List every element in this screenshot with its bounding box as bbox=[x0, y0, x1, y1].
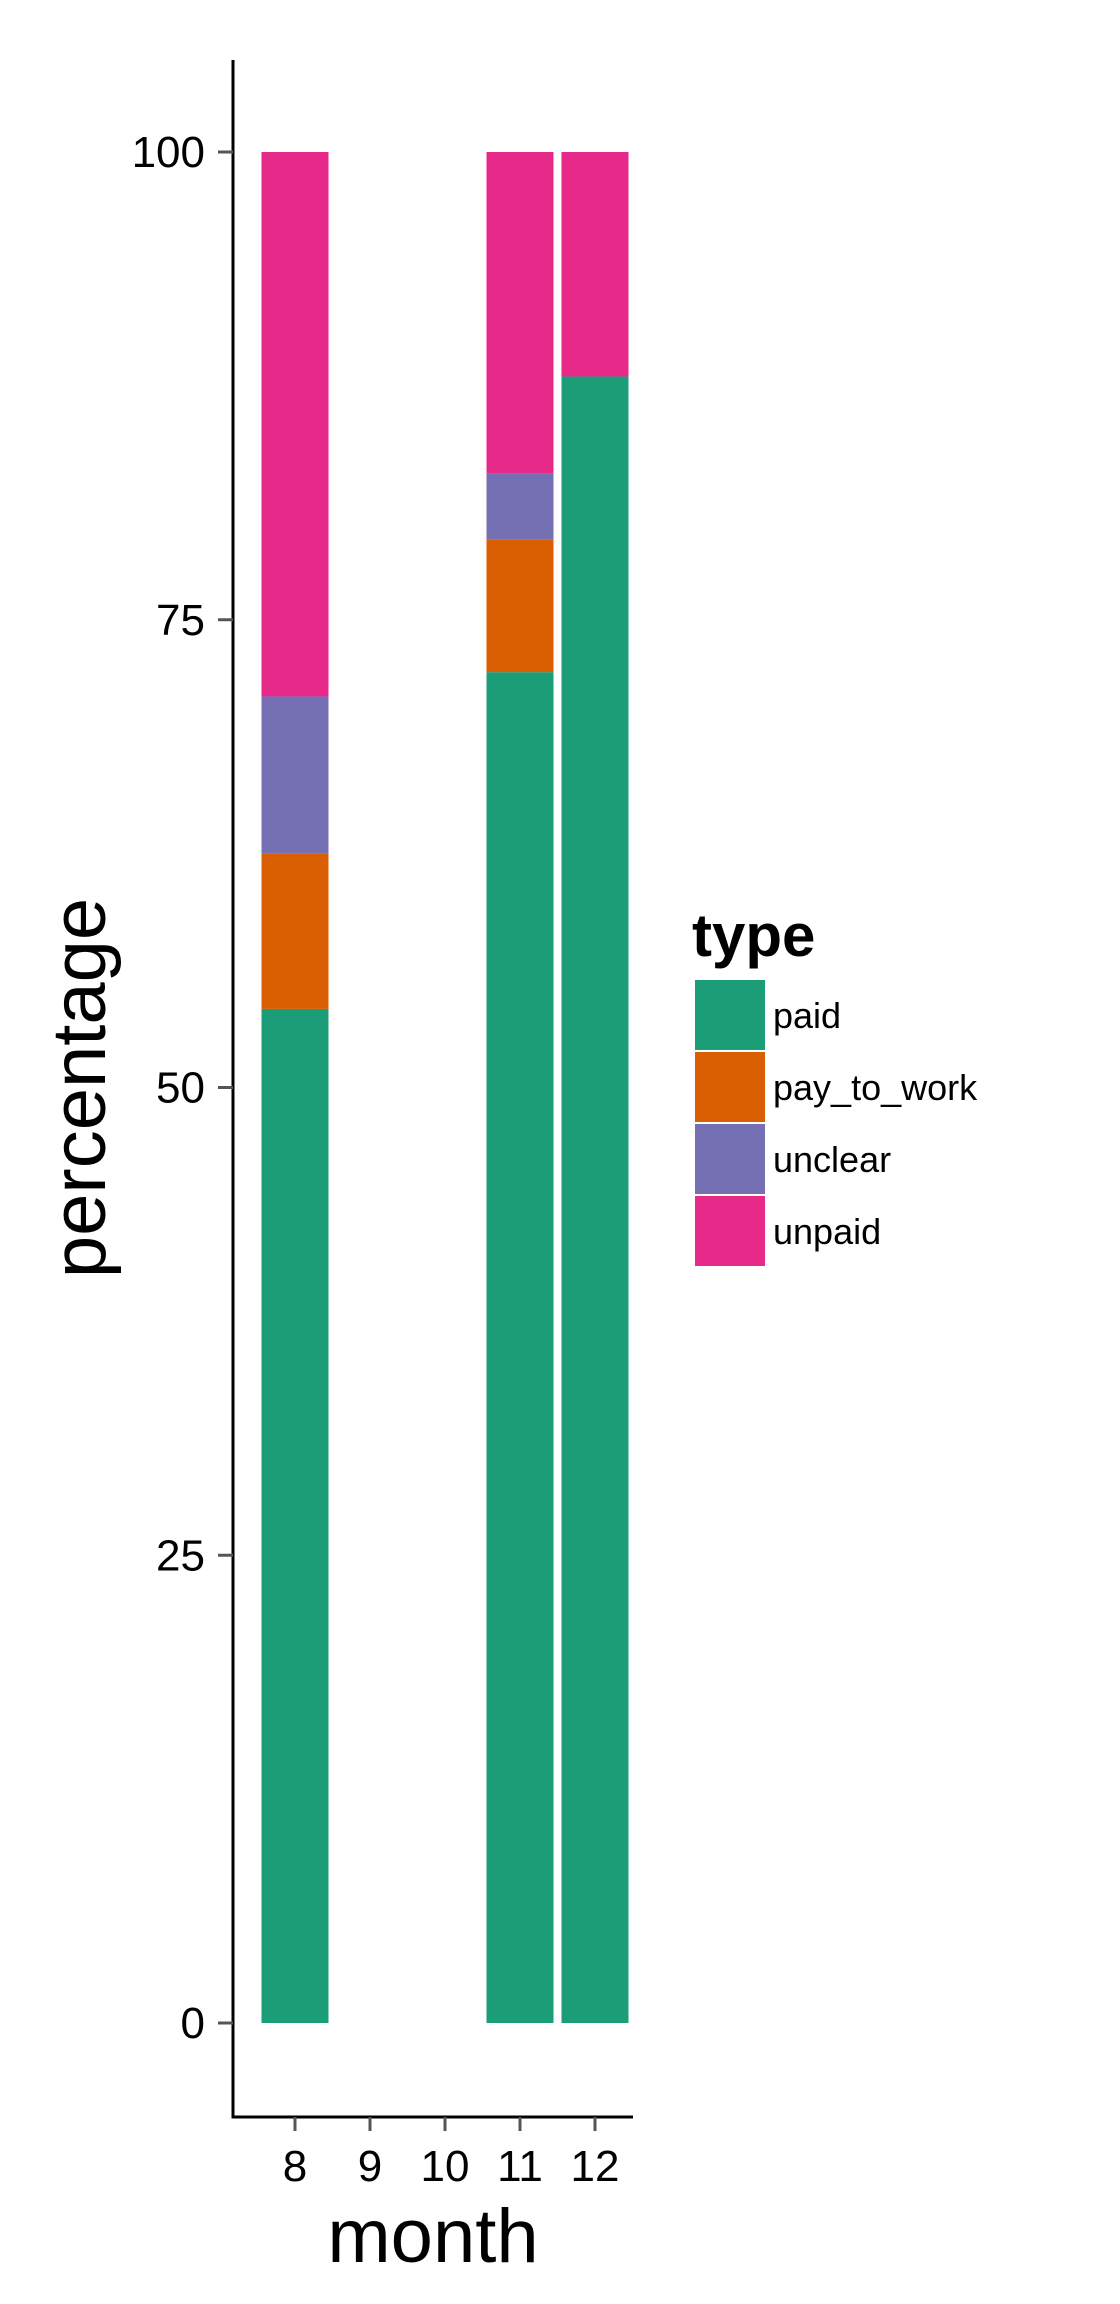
bar-segment-unpaid-month-12 bbox=[561, 152, 629, 377]
y-ticks: 0 25 50 75 100 bbox=[132, 128, 233, 2048]
legend-label-unclear: unclear bbox=[773, 1139, 891, 1180]
y-tick-label: 75 bbox=[156, 596, 205, 645]
legend-label-pay_to_work: pay_to_work bbox=[773, 1067, 978, 1108]
bar-segment-pay_to_work-month-11 bbox=[486, 539, 554, 673]
x-tick-label: 11 bbox=[497, 2142, 543, 2191]
bar-segment-unpaid-month-11 bbox=[486, 152, 554, 474]
bars-layer bbox=[261, 152, 629, 2024]
bar-segment-paid-month-12 bbox=[561, 376, 629, 2023]
bar-segment-paid-month-11 bbox=[486, 672, 554, 2024]
legend-key-pay_to_work bbox=[695, 1052, 765, 1122]
bar-segment-unclear-month-8 bbox=[261, 696, 329, 854]
x-tick-label: 9 bbox=[358, 2142, 382, 2191]
x-tick-label: 10 bbox=[421, 2142, 470, 2191]
bar-segment-unclear-month-11 bbox=[486, 473, 554, 540]
y-tick-label: 0 bbox=[181, 1999, 205, 2048]
legend-label-unpaid: unpaid bbox=[773, 1211, 881, 1252]
legend-key-unpaid bbox=[695, 1196, 765, 1266]
x-ticks: 8 9 10 11 12 bbox=[283, 2117, 620, 2191]
x-axis-title: month bbox=[327, 2194, 538, 2279]
x-tick-label: 8 bbox=[283, 2142, 307, 2191]
legend-title: type bbox=[692, 902, 815, 969]
bar-segment-unpaid-month-8 bbox=[261, 152, 329, 697]
legend-key-paid bbox=[695, 980, 765, 1050]
x-tick-label: 12 bbox=[571, 2142, 620, 2191]
y-tick-label: 100 bbox=[132, 128, 205, 177]
legend-label-paid: paid bbox=[773, 995, 841, 1036]
y-tick-label: 50 bbox=[156, 1064, 205, 1113]
y-axis-title: percentage bbox=[37, 898, 122, 1278]
legend-key-unclear bbox=[695, 1124, 765, 1194]
bar-segment-pay_to_work-month-8 bbox=[261, 853, 329, 1009]
y-tick-label: 25 bbox=[156, 1531, 205, 1580]
bar-segment-paid-month-8 bbox=[261, 1008, 329, 2023]
